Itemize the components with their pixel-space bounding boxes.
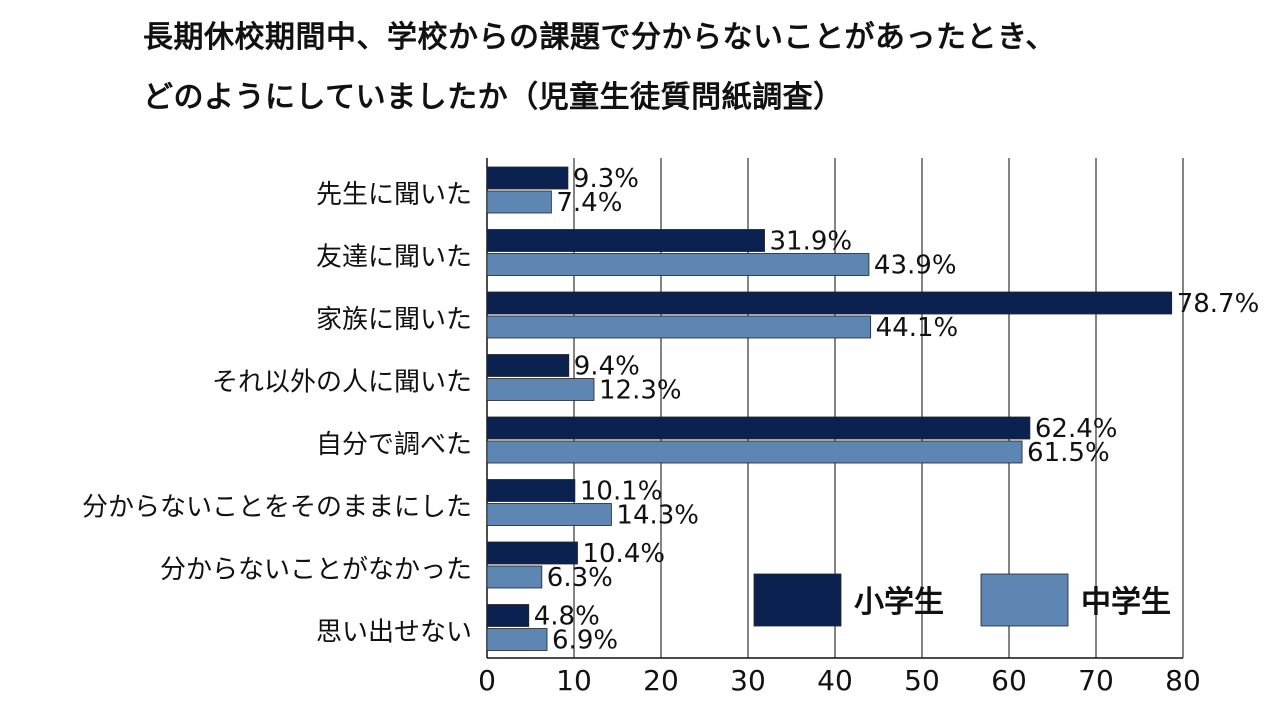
bar-series-0-cat-1	[486, 229, 765, 252]
bar-series-1-cat-5	[486, 503, 612, 526]
x-tick-label-5: 50	[904, 664, 940, 697]
data-label-series-0-cat-3: 9.4%	[574, 352, 640, 382]
category-label-6: 分からないことがなかった	[160, 555, 472, 585]
data-label-series-0-cat-4: 62.4%	[1035, 414, 1118, 444]
legend-swatch-0	[753, 573, 842, 627]
chart-title-line-2: どのようにしていましたか（児童生徒質問紙調査）	[143, 80, 844, 115]
x-tick-label-7: 70	[1078, 664, 1114, 697]
data-label-series-1-cat-7: 6.9%	[552, 626, 618, 656]
data-label-series-0-cat-1: 31.9%	[770, 227, 853, 257]
category-label-1: 友達に聞いた	[316, 243, 472, 273]
data-label-series-1-cat-5: 14.3%	[616, 501, 699, 531]
bar-series-1-cat-7	[486, 628, 548, 651]
bar-series-0-cat-2	[486, 291, 1173, 315]
category-label-0: 先生に聞いた	[316, 180, 472, 210]
data-label-series-0-cat-5: 10.1%	[580, 477, 663, 507]
category-label-5: 分からないことをそのままにした	[82, 493, 472, 523]
category-label-2: 家族に聞いた	[316, 305, 472, 335]
data-label-series-0-cat-0: 9.3%	[573, 164, 639, 194]
legend-label-0: 小学生	[854, 585, 944, 620]
category-label-7: 思い出せない	[316, 618, 472, 648]
data-label-series-0-cat-6: 10.4%	[582, 539, 665, 569]
bar-series-0-cat-6	[486, 541, 578, 565]
bar-series-0-cat-4	[486, 416, 1031, 440]
data-label-series-1-cat-0: 7.4%	[556, 188, 622, 218]
bar-series-1-cat-0	[486, 190, 552, 214]
data-label-series-1-cat-6: 6.3%	[547, 563, 613, 593]
bar-series-1-cat-3	[486, 378, 595, 401]
x-tick-label-0: 0	[478, 664, 496, 697]
data-label-series-0-cat-2: 78.7%	[1177, 289, 1260, 319]
bar-series-0-cat-5	[486, 479, 576, 502]
bar-series-1-cat-2	[486, 315, 872, 339]
x-tick-label-4: 40	[817, 664, 853, 697]
data-label-series-1-cat-3: 12.3%	[599, 376, 682, 406]
category-label-3: それ以外の人に聞いた	[212, 368, 472, 398]
x-tick-label-1: 10	[556, 664, 592, 697]
chart-title-line-1: 長期休校期間中、学校からの課題で分からないことがあったとき、	[143, 20, 1056, 55]
data-label-series-0-cat-7: 4.8%	[534, 602, 600, 632]
legend-swatch-1	[980, 573, 1069, 627]
x-tick-label-3: 30	[730, 664, 766, 697]
legend-label-1: 中学生	[1081, 585, 1171, 620]
data-label-series-1-cat-2: 44.1%	[876, 313, 959, 343]
category-label-4: 自分で調べた	[316, 430, 472, 460]
bar-series-1-cat-6	[486, 565, 543, 589]
x-tick-label-8: 80	[1165, 664, 1201, 697]
x-tick-label-2: 20	[643, 664, 679, 697]
bar-series-0-cat-0	[486, 166, 569, 190]
bar-series-1-cat-4	[486, 440, 1023, 464]
x-tick-label-6: 60	[991, 664, 1027, 697]
bar-series-1-cat-1	[486, 253, 870, 276]
data-label-series-1-cat-4: 61.5%	[1027, 438, 1110, 468]
data-label-series-1-cat-1: 43.9%	[874, 251, 957, 281]
bar-series-0-cat-3	[486, 354, 570, 377]
bar-series-0-cat-7	[486, 604, 530, 627]
